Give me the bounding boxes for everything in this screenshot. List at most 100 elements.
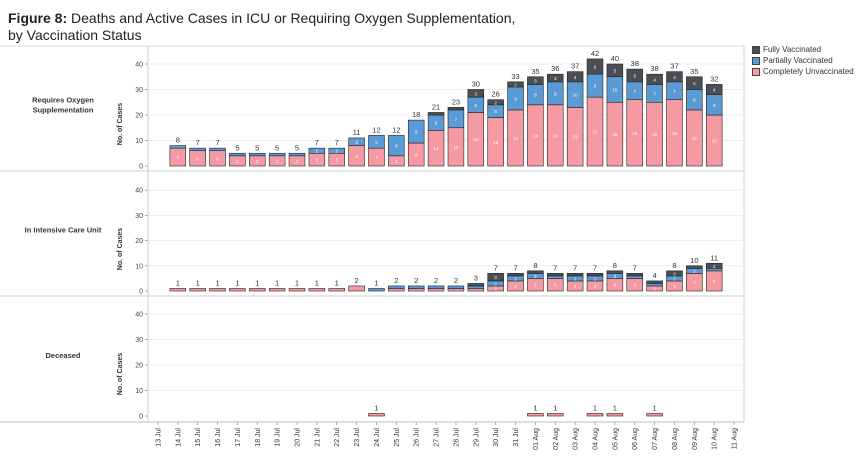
bar-inner-label-icu: 2 [534,274,537,279]
bar-inner-label-oxygen: 19 [493,140,499,145]
bar-unvaccinated-deceased [527,413,544,417]
bar-fully-icu [586,273,604,277]
bar-partial-icu [368,288,385,292]
bar-unvaccinated-icu [308,288,326,292]
bar-total-label-icu: 1 [335,278,339,287]
bar-partial-icu [427,285,445,289]
x-tick-label: 16 Jul [215,428,222,447]
bar-total-label-icu: 1 [215,278,219,287]
bar-inner-label-oxygen: 4 [574,75,577,80]
bar-fully-oxygen [646,73,663,85]
y-tick-label-oxygen: 0 [139,164,143,171]
bar-unvaccinated-icu [427,288,445,292]
bar-total-label-deceased: 1 [533,403,537,412]
bar-total-label-icu: 8 [613,261,617,270]
bar-inner-label-icu: 2 [673,276,676,281]
bar-total-label-icu: 7 [593,263,597,272]
bar-inner-label-oxygen: 2 [316,149,319,154]
bar-partial-icu [547,275,564,279]
bar-total-label-icu: 8 [672,261,676,270]
bar-total-label-icu: 1 [374,278,378,287]
bar-inner-label-oxygen: 4 [296,159,299,164]
bar-unvaccinated-icu [407,288,425,292]
bar-unvaccinated-icu [229,288,246,292]
bar-total-label-deceased: 1 [374,403,378,412]
bar-inner-label-oxygen: 6 [594,65,597,70]
bar-total-label-icu: 1 [255,278,259,287]
bar-partial-oxygen [288,152,306,157]
bar-unvaccinated-icu [249,288,266,292]
bar-partial-oxygen [348,137,365,146]
bar-partial-oxygen [169,145,187,149]
bar-total-label-oxygen: 12 [372,125,380,134]
bar-total-label-icu: 2 [394,276,398,285]
bar-total-label-icu: 2 [454,276,458,285]
bar-total-label-icu: 1 [295,278,299,287]
x-tick-label: 31 Jul [513,428,520,447]
panel-label-oxygen: Requires Oxygen [32,96,94,105]
bar-total-label-oxygen: 5 [235,143,239,152]
bar-fully-icu [487,273,504,282]
bar-total-label-icu: 2 [355,276,359,285]
bar-inner-label-oxygen: 5 [633,73,636,78]
bar-inner-label-icu: 2 [574,276,577,281]
x-tick-label: 13 Jul [155,428,162,447]
bar-inner-label-oxygen: 4 [395,159,398,164]
x-tick-label: 03 Aug [573,428,580,450]
bar-unvaccinated-icu [348,285,365,292]
bar-inner-label-oxygen: 25 [652,132,658,137]
bar-fully-oxygen [507,81,524,88]
x-tick-label: 15 Jul [195,428,202,447]
bar-total-label-deceased: 1 [593,403,597,412]
bar-inner-label-oxygen: 3 [475,91,478,96]
y-tick-label-deceased: 0 [139,414,143,421]
x-tick-label: 19 Jul [275,428,282,447]
bar-inner-label-oxygen: 15 [453,145,459,150]
y-tick-label-deceased: 10 [135,388,143,395]
bar-total-label-oxygen: 38 [650,64,658,73]
bar-inner-label-icu: 7 [693,280,696,285]
bar-inner-label-oxygen: 20 [712,139,718,144]
bar-inner-label-oxygen: 23 [573,135,579,140]
bar-inner-label-oxygen: 5 [316,158,319,163]
bar-total-label-icu: 1 [176,278,180,287]
bar-inner-label-icu: 3 [494,275,497,280]
bar-total-label-deceased: 1 [553,403,557,412]
y-tick-label-oxygen: 10 [135,138,143,145]
x-tick-label: 09 Aug [692,428,699,450]
y-tick-label-icu: 20 [135,238,143,245]
bar-partial-oxygen [268,152,286,157]
bar-fully-oxygen [586,58,604,75]
bar-unvaccinated-icu [268,288,286,292]
bar-inner-label-oxygen: 9 [594,84,597,89]
bar-inner-label-oxygen: 7 [375,155,378,160]
bar-unvaccinated-deceased [547,413,564,417]
bar-unvaccinated-icu [209,288,226,292]
bar-total-label-icu: 7 [553,263,557,272]
bar-total-label-oxygen: 7 [196,138,200,147]
bar-inner-label-oxygen: 4 [713,88,716,93]
bar-inner-label-icu: 2 [713,264,716,269]
bar-inner-label-icu: 8 [713,279,716,284]
bar-unvaccinated-icu [328,288,345,292]
bar-total-label-icu: 2 [434,276,438,285]
legend-label-fully: Fully Vaccinated [763,45,822,54]
bar-inner-label-oxygen: 4 [256,159,259,164]
y-axis-title-deceased: No. of Cases [117,353,124,396]
bar-inner-label-oxygen: 8 [693,98,696,103]
bar-inner-label-icu: 2 [614,274,617,279]
bar-inner-label-oxygen: 6 [216,156,219,161]
bar-inner-label-oxygen: 2 [514,82,517,87]
bar-total-label-oxygen: 11 [353,128,361,137]
x-tick-label: 02 Aug [553,428,560,450]
bar-fully-icu [527,270,544,274]
legend-swatch-fully [752,45,760,54]
bar-inner-label-oxygen: 8 [534,93,537,98]
bar-inner-label-oxygen: 2 [335,149,338,154]
bar-inner-label-oxygen: 7 [633,89,636,94]
bar-inner-label-oxygen: 24 [533,133,539,138]
bar-unvaccinated-deceased [606,413,624,417]
bar-total-label-oxygen: 5 [295,143,299,152]
bar-inner-label-icu: 2 [494,286,497,291]
